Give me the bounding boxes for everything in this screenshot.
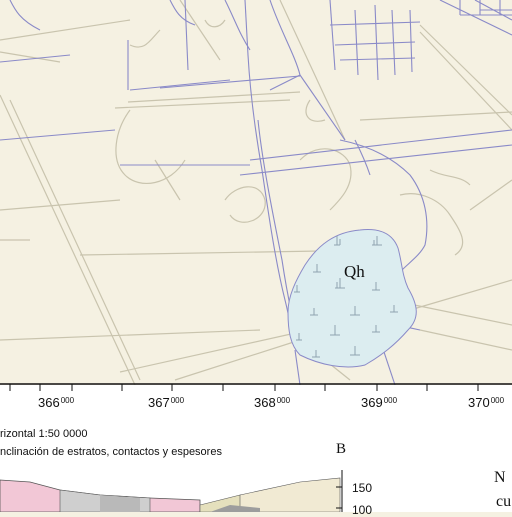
side-text-fragment: cu bbox=[496, 493, 512, 510]
cross-section-profile bbox=[0, 470, 343, 512]
easting-tick-marks bbox=[9, 384, 479, 391]
cross-section-panel-label: B bbox=[336, 441, 347, 457]
easting-tick-label: 366000 bbox=[38, 395, 75, 410]
inclination-note-text: nclinación de estratos, contactos y espe… bbox=[0, 446, 222, 458]
lithology-symbols bbox=[294, 236, 398, 358]
easting-tick-label: 367000 bbox=[148, 395, 185, 410]
easting-tick-label: 370000 bbox=[468, 395, 505, 410]
quaternary-unit-polygon bbox=[287, 229, 417, 368]
elevation-label-150: 150 bbox=[352, 481, 373, 495]
cross-section-panel bbox=[0, 385, 512, 512]
horizontal-scale-text: rizontal 1:50 0000 bbox=[0, 428, 88, 440]
easting-tick-label: 369000 bbox=[361, 395, 398, 410]
side-text-fragment: N bbox=[494, 469, 506, 486]
parcel-lines bbox=[0, 0, 512, 386]
geologic-unit-label-qh: Qh bbox=[344, 262, 365, 281]
elevation-label-100: 100 bbox=[352, 503, 373, 517]
easting-tick-label: 368000 bbox=[254, 395, 291, 410]
